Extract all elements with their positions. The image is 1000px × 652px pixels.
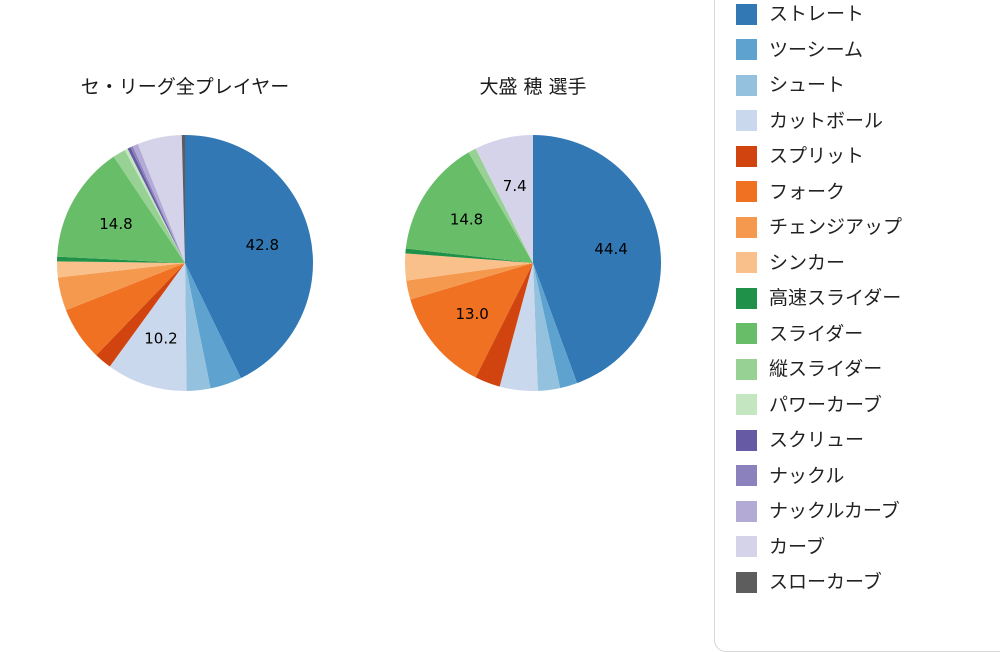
pie-slice[interactable]	[132, 143, 185, 263]
pie-slice[interactable]	[185, 263, 211, 391]
legend-item[interactable]: チェンジアップ	[736, 216, 1000, 238]
legend-item[interactable]: 縦スライダー	[736, 358, 1000, 380]
legend-item[interactable]: スライダー	[736, 323, 1000, 345]
legend-item[interactable]: 高速スライダー	[736, 287, 1000, 309]
legend-item[interactable]: パワーカーブ	[736, 394, 1000, 416]
legend-item-label: チェンジアップ	[769, 216, 903, 238]
legend-item-label: 縦スライダー	[769, 358, 883, 380]
pie-data-label: 44.4	[594, 240, 627, 258]
pie-slice[interactable]	[405, 253, 533, 281]
legend-swatch	[736, 394, 757, 415]
pie-data-label: 14.8	[450, 211, 483, 229]
pie-slice[interactable]	[533, 135, 661, 384]
legend-swatch	[736, 465, 757, 486]
pie-slice[interactable]	[405, 248, 533, 263]
pie-slice[interactable]	[57, 261, 185, 278]
legend-item-label: ツーシーム	[769, 38, 864, 61]
pie-slice[interactable]	[406, 263, 533, 300]
legend-swatch	[736, 358, 757, 380]
legend-item-label: 高速スライダー	[769, 287, 902, 309]
legend-item-label: シュート	[769, 74, 846, 96]
pie-data-label: 42.8	[246, 236, 279, 254]
pie-slice[interactable]	[130, 146, 185, 263]
pie-data-label: 7.4	[503, 177, 527, 195]
legend-swatch	[736, 216, 757, 238]
legend-item-label: シンカー	[769, 251, 846, 274]
legend-item[interactable]: ナックルカーブ	[736, 500, 1000, 522]
chart-title-player: 大盛 穂 選手	[479, 76, 587, 98]
pie-slice[interactable]	[475, 263, 533, 387]
legend-swatch	[736, 74, 757, 96]
pie-slice[interactable]	[137, 135, 185, 263]
pie-data-label: 14.8	[99, 215, 132, 233]
chart-title-league: セ・リーグ全プレイヤー	[80, 76, 290, 98]
legend-item[interactable]: ストレート	[736, 3, 1000, 25]
pie-slice[interactable]	[127, 147, 185, 263]
legend-item[interactable]: シンカー	[736, 252, 1000, 274]
legend-swatch	[736, 181, 757, 202]
legend-item-label: ナックル	[769, 464, 845, 487]
legend-swatch	[736, 252, 757, 273]
pie-slice[interactable]	[533, 263, 578, 389]
pie-slice[interactable]	[468, 148, 533, 263]
pie-slice[interactable]	[475, 135, 533, 263]
legend-item-label: カットボール	[769, 109, 884, 132]
pie-slice[interactable]	[181, 135, 185, 263]
pie-slice[interactable]	[533, 263, 561, 391]
legend-swatch	[736, 536, 757, 557]
legend-swatch	[736, 571, 757, 593]
legend-item-label: スクリュー	[769, 429, 865, 451]
legend-swatch	[736, 39, 757, 60]
pie-slice[interactable]	[185, 135, 313, 379]
legend-item[interactable]: スローカーブ	[736, 571, 1000, 593]
pie-data-label: 13.0	[455, 305, 488, 323]
pie-slice[interactable]	[113, 150, 185, 263]
pie-slice[interactable]	[65, 263, 185, 356]
legend-item[interactable]: カットボール	[736, 110, 1000, 132]
pie-slice[interactable]	[109, 263, 187, 392]
legend-item[interactable]: ナックル	[736, 465, 1000, 487]
legend-swatch	[736, 323, 757, 344]
legend-swatch	[736, 110, 757, 131]
pie-slice[interactable]	[57, 263, 186, 311]
pie-slice[interactable]	[57, 256, 186, 263]
legend-item-label: スライダー	[769, 322, 864, 345]
legend-item[interactable]: カーブ	[736, 536, 1000, 558]
legend-swatch	[736, 500, 757, 522]
legend-item-label: スローカーブ	[769, 571, 882, 593]
legend-item-label: カーブ	[769, 535, 825, 558]
legend-swatch	[736, 145, 757, 167]
pie-slice[interactable]	[185, 263, 241, 389]
legend-item-label: パワーカーブ	[769, 393, 882, 416]
pie-chart-player: 44.4 13.0 14.8 7.4	[405, 135, 661, 391]
legend-item[interactable]: スクリュー	[736, 429, 1000, 451]
legend-item-label: フォーク	[769, 180, 846, 203]
pie-slice[interactable]	[57, 156, 186, 263]
pie-chart-league: 42.8 10.2 14.8	[57, 135, 313, 392]
legend-card: ストレートツーシームシュートカットボール スプリットフォークチェンジアップ シンカー…	[714, 0, 1000, 652]
legend-item-label: ナックルカーブ	[769, 500, 900, 522]
legend-item[interactable]: シュート	[736, 74, 1000, 96]
pie-slice[interactable]	[405, 152, 533, 263]
legend-list: ストレートツーシームシュートカットボール スプリットフォークチェンジアップ シンカー…	[736, 3, 1000, 593]
legend-swatch	[736, 3, 757, 25]
pie-slice[interactable]	[96, 263, 185, 367]
legend-item-label: スプリット	[769, 145, 865, 167]
pie-slice[interactable]	[410, 263, 533, 378]
legend-item[interactable]: スプリット	[736, 145, 1000, 167]
legend-item[interactable]: ツーシーム	[736, 39, 1000, 61]
legend-item[interactable]: フォーク	[736, 181, 1000, 203]
pie-slice[interactable]	[124, 148, 185, 263]
legend-swatch	[736, 429, 757, 451]
legend-item-label: ストレート	[769, 3, 865, 25]
pie-slice[interactable]	[499, 263, 538, 391]
legend-swatch	[736, 287, 757, 309]
pie-data-label: 10.2	[144, 330, 177, 348]
